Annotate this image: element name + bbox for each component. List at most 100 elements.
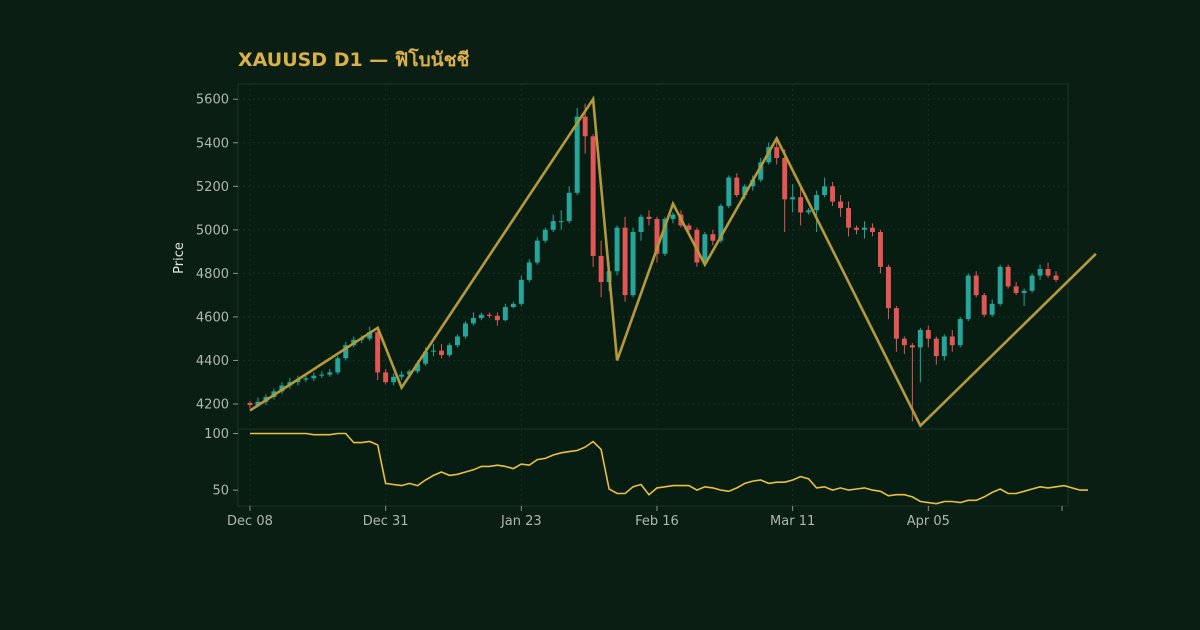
candle-body [909, 345, 915, 348]
candle-body [558, 221, 564, 223]
candle-body [646, 216, 652, 219]
candle-body [439, 350, 444, 355]
date-tick-label: Dec 31 [363, 514, 409, 529]
candlestick-series [247, 103, 1059, 422]
candle-body [965, 275, 971, 320]
candle-body [885, 266, 891, 309]
candle-body [319, 374, 325, 376]
candle-body [622, 227, 628, 296]
candle-body [758, 162, 764, 180]
candle-body [734, 177, 740, 196]
candle-body [822, 186, 828, 196]
candle-body [550, 221, 556, 230]
candle-body [662, 218, 668, 254]
candle-body [981, 295, 987, 315]
candle-body [957, 319, 963, 346]
candle-body [798, 197, 804, 213]
candle-body [470, 317, 476, 324]
candle-body [806, 210, 812, 213]
candle-body [1045, 269, 1051, 276]
candle-body [997, 266, 1003, 304]
candle-body [510, 303, 516, 308]
candle-body [255, 401, 261, 406]
price-tick-label: 5600 [196, 93, 229, 108]
candle-body [247, 402, 253, 406]
candle-body [1021, 290, 1027, 293]
candle-body [486, 314, 492, 316]
candle-body [343, 345, 349, 359]
candle-body [590, 136, 596, 256]
candle-body [327, 372, 333, 375]
y-axis-label: Price [172, 242, 187, 274]
price-axis-ticks: 4200 4400 4600 4800 5000 5200 5400 5600 [196, 93, 238, 412]
candle-body [989, 303, 995, 315]
grid-lines [238, 84, 1068, 506]
candle-body [311, 375, 317, 379]
candle-body [566, 192, 572, 222]
candle-body [654, 218, 660, 254]
price-tick-label: 4200 [196, 397, 229, 412]
candle-body [399, 374, 405, 377]
candle-body [598, 255, 604, 283]
oscillator-tick-label: 50 [212, 484, 229, 499]
oscillator-panel [237, 428, 1069, 507]
candle-body [383, 372, 389, 383]
price-tick-label: 4800 [196, 267, 229, 282]
candle-body [1037, 269, 1043, 276]
candle-body [391, 376, 397, 383]
candle-body [1053, 275, 1059, 280]
price-tick-label: 4400 [196, 354, 229, 369]
candle-body [574, 116, 580, 193]
candle-body [454, 336, 460, 346]
date-axis-ticks: Dec 08 Dec 31 Jan 23 Feb 16 Mar 11 Apr 05 [227, 506, 1063, 529]
price-tick-label: 5400 [196, 136, 229, 151]
candle-body [838, 201, 844, 209]
candle-body [670, 214, 676, 219]
candle-body [407, 371, 413, 375]
candle-body [925, 329, 931, 339]
candle-body [726, 177, 732, 206]
candle-body [782, 158, 788, 200]
candle-body [502, 307, 508, 321]
date-tick-label: Feb 16 [635, 514, 679, 529]
price-tick-label: 5000 [196, 223, 229, 238]
candle-body [526, 262, 532, 280]
candle-body [638, 216, 644, 233]
candle-body [423, 351, 429, 364]
candle-body [742, 186, 748, 196]
candle-body [973, 275, 979, 296]
candle-body [846, 208, 852, 228]
price-tick-label: 4600 [196, 310, 229, 325]
candle-body [718, 205, 724, 241]
zigzag-line [249, 95, 1097, 428]
candle-body [447, 345, 452, 355]
candle-body [933, 338, 939, 357]
candle-body [901, 338, 907, 346]
candle-body [518, 279, 524, 304]
candle-body [431, 350, 437, 352]
candle-body [303, 378, 309, 380]
candle-body [790, 197, 796, 200]
candle-body [534, 240, 540, 263]
candle-body [1029, 275, 1035, 291]
candle-body [614, 227, 620, 272]
candle-body [869, 227, 875, 233]
candle-body [462, 323, 468, 337]
candle-body [335, 358, 341, 373]
oscillator-tick-label: 100 [204, 427, 229, 442]
candle-body [854, 227, 859, 230]
candle-body [367, 332, 373, 339]
candle-body [1013, 286, 1019, 293]
candle-body [814, 195, 820, 211]
date-tick-label: Dec 08 [227, 514, 273, 529]
date-tick-label: Mar 11 [770, 514, 815, 529]
candle-body [694, 229, 700, 263]
candle-body [877, 232, 883, 267]
date-tick-label: Apr 05 [907, 514, 950, 529]
candle-body [710, 234, 716, 241]
candle-body [862, 227, 867, 230]
candle-body [478, 314, 484, 318]
candle-body [630, 232, 636, 296]
candle-body [582, 116, 588, 137]
